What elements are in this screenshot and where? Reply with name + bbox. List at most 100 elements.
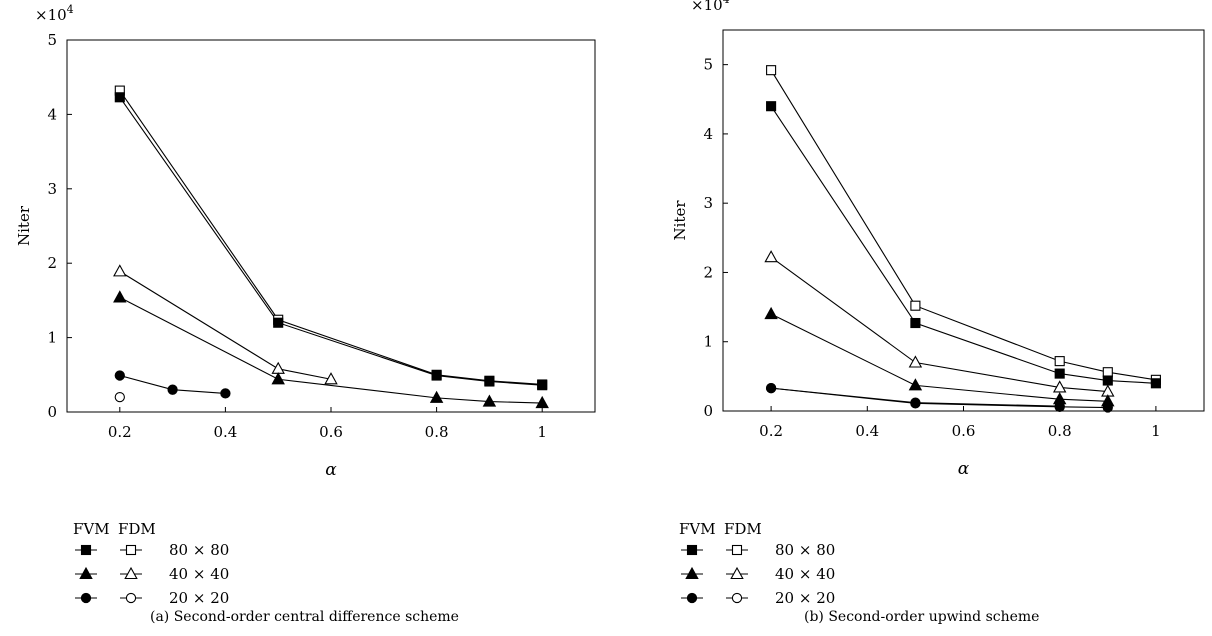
data-point-circle-filled	[765, 382, 777, 394]
chart-b-caption: (b) Second-order upwind scheme	[804, 609, 1040, 625]
legend-marker-square-filled	[686, 544, 698, 556]
chart-a-legend: FVM FDM 80 × 80 40 × 40 20 × 20	[73, 520, 229, 610]
x-tick-label: 1	[537, 423, 547, 441]
y-axis-multiplier: ×104	[35, 3, 74, 24]
legend-header-fvm: FVM	[73, 520, 110, 538]
chart-a-plot: 0 1 2 3 4 5 0.2 0.4 0.6 0.8 1 α Niter ×104	[15, 3, 596, 480]
series-line-fvm-circle	[771, 387, 1108, 409]
legend-label-80x80: 80 × 80	[169, 541, 230, 559]
legend-row-40x40: 40 × 40	[73, 562, 229, 586]
data-point-circle-filled	[220, 388, 231, 399]
data-point-circle-filled	[910, 398, 921, 409]
data-point-triangle-filled	[482, 394, 497, 407]
data-point-square-filled	[1150, 378, 1161, 389]
data-point-circle-filled	[1102, 402, 1113, 413]
x-tick-label: 0.8	[425, 423, 449, 441]
y-tick-label: 5	[47, 31, 57, 49]
legend-row-20x20: 20 × 20	[679, 586, 835, 610]
y-tick-label: 1	[703, 333, 713, 351]
y-tick-label: 4	[703, 125, 713, 143]
legend-label-20x20: 20 × 20	[775, 589, 836, 607]
legend-row-40x40: 40 × 40	[679, 562, 835, 586]
legend-header-fdm: FDM	[724, 520, 762, 538]
data-point-square-open	[766, 65, 777, 76]
data-point-square-open	[1054, 356, 1065, 367]
legend-triangle-markers-icon	[681, 566, 748, 580]
legend-header-fvm: FVM	[679, 520, 716, 538]
chart-b-plot: 0 1 2 3 4 5 0.2 0.4 0.6 0.8 1 α Niter ×104	[671, 0, 1205, 479]
y-tick-label: 3	[47, 180, 57, 198]
legend-label-80x80: 80 × 80	[775, 541, 836, 559]
x-tick-label: 0.4	[855, 422, 879, 440]
y-tick-label: 0	[703, 402, 713, 420]
data-point-triangle-filled	[271, 372, 285, 385]
data-point-triangle-open	[113, 264, 127, 277]
data-point-square-filled	[484, 376, 495, 387]
legend-marker-square-filled	[80, 544, 92, 556]
data-point-square-open	[1102, 367, 1113, 378]
series-line-fvm-triangle	[119, 296, 543, 404]
legend-circle-markers-icon	[75, 592, 142, 604]
legend-marker-square-open	[125, 544, 137, 556]
data-point-triangle-filled	[764, 306, 778, 320]
data-point-triangle-open	[764, 250, 778, 263]
x-tick-label: 0.2	[759, 422, 783, 440]
y-tick-label: 0	[47, 403, 57, 421]
y-tick-label: 1	[47, 329, 57, 347]
x-tick-label: 0.8	[1048, 422, 1072, 440]
y-axis-multiplier: ×104	[691, 0, 730, 14]
data-point-triangle-filled	[113, 290, 127, 303]
y-tick-label: 4	[47, 105, 57, 123]
legend-marker-circle-filled	[686, 592, 698, 604]
series-line-fvm-triangle	[770, 313, 1108, 402]
legend-marker-circle-filled	[80, 592, 92, 604]
y-tick-label: 2	[47, 254, 57, 272]
plot-frame	[722, 29, 1205, 412]
data-point-triangle-open	[908, 355, 923, 368]
data-point-square-filled	[537, 380, 548, 391]
data-point-circle-filled	[114, 370, 125, 381]
legend-header: FVM FDM	[679, 520, 835, 538]
legend-row-80x80: 80 × 80	[73, 538, 229, 562]
data-point-square-filled	[1102, 375, 1113, 386]
data-point-square-open	[910, 300, 921, 311]
legend-marker-triangle-filled	[685, 566, 699, 580]
chart-b-legend: FVM FDM 80 × 80 40 × 40 20 × 20	[679, 520, 835, 610]
legend-label-40x40: 40 × 40	[775, 565, 836, 583]
y-tick-label: 2	[703, 263, 713, 281]
x-tick-label: 0.6	[319, 423, 343, 441]
legend-square-markers-icon	[681, 544, 748, 556]
x-tick-label: 1	[1151, 422, 1161, 440]
legend-header-fdm: FDM	[118, 520, 156, 538]
chart-panel-a: 0 1 2 3 4 5 0.2 0.4 0.6 0.8 1 α Niter ×104 FVM FDM 80…	[15, 3, 596, 625]
legend-marker-triangle-filled	[79, 566, 93, 580]
legend-marker-square-open	[731, 544, 743, 556]
data-point-circle-open	[114, 391, 125, 403]
data-point-circle-filled	[167, 384, 178, 395]
series-line-fvm-square	[119, 96, 543, 386]
chart-a-caption: (a) Second-order central difference sche…	[150, 609, 459, 625]
series-line-fdm-triangle	[119, 270, 332, 380]
legend-marker-triangle-open	[124, 566, 138, 580]
x-tick-label: 0.2	[108, 423, 132, 441]
y-tick-label: 5	[703, 56, 713, 74]
data-point-triangle-open	[1052, 380, 1067, 393]
data-point-triangle-filled	[535, 395, 549, 409]
data-point-triangle-filled	[429, 390, 444, 403]
data-point-square-filled	[910, 317, 921, 329]
series-line-fvm-square	[770, 105, 1156, 384]
chart-panel-b: 0 1 2 3 4 5 0.2 0.4 0.6 0.8 1 α Niter ×104 FVM FDM 80…	[606, 0, 1212, 636]
data-point-triangle-filled	[908, 378, 923, 391]
y-tick-label: 3	[703, 194, 713, 212]
x-tick-label: 0.4	[213, 423, 237, 441]
legend-label-20x20: 20 × 20	[169, 589, 230, 607]
data-point-circle-filled	[1054, 401, 1065, 412]
legend-marker-circle-open	[125, 592, 137, 604]
data-point-triangle-open	[324, 372, 338, 385]
legend-marker-circle-open	[731, 592, 743, 604]
legend-row-80x80: 80 × 80	[679, 538, 835, 562]
y-axis-label: Niter	[671, 200, 689, 241]
x-axis-label: α	[325, 460, 337, 480]
legend-triangle-markers-icon	[75, 566, 142, 580]
legend-circle-markers-icon	[681, 592, 748, 604]
